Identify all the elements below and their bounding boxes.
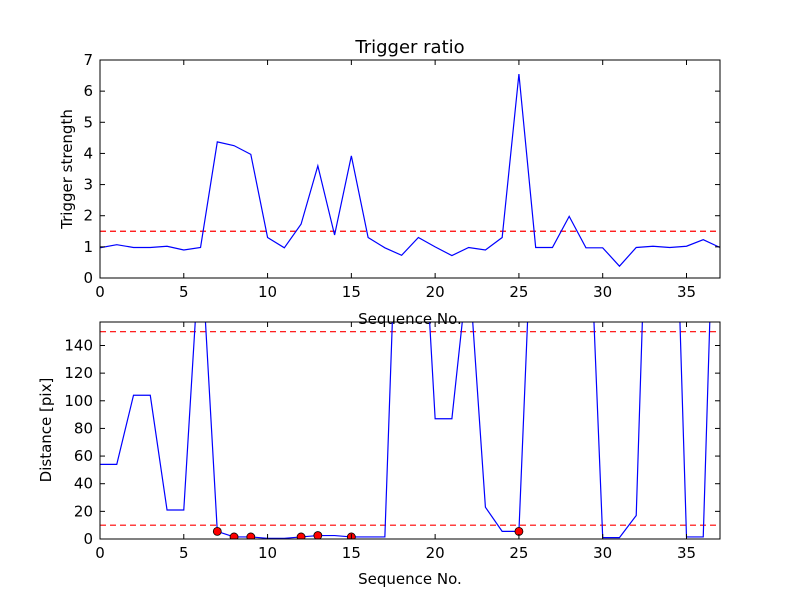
axes-frame (99, 59, 721, 279)
plot-area (100, 73, 720, 268)
x-tick-label: 0 (95, 283, 105, 301)
x-tick-label: 10 (258, 544, 277, 562)
y-tick-label: 120 (64, 364, 93, 382)
y-tick-label: 80 (74, 419, 93, 437)
y-axis-label: Distance [pix] (37, 378, 55, 483)
x-tick-label: 35 (677, 283, 696, 301)
data-point-marker (296, 532, 306, 539)
x-tick-label: 20 (426, 544, 445, 562)
y-tick-label: 100 (64, 392, 93, 410)
axes-frame (99, 321, 721, 540)
x-tick-label: 25 (509, 283, 528, 301)
x-axis-label: Sequence No. (358, 310, 462, 328)
x-tick-label: 10 (258, 283, 277, 301)
y-tick-label: 7 (83, 51, 93, 69)
y-tick-label: 1 (83, 238, 93, 256)
tick-group: 0 5 10 15 20 25 30 35 0 1 2 3 4 5 6 7 (83, 51, 720, 301)
x-tick-label: 5 (179, 544, 189, 562)
y-tick-label: 60 (74, 447, 93, 465)
data-point-marker (229, 532, 239, 539)
series-line (100, 73, 720, 268)
y-tick-label: 6 (83, 82, 93, 100)
data-point-marker (246, 532, 256, 539)
y-tick-label: 5 (83, 113, 93, 131)
y-tick-label: 2 (83, 207, 93, 225)
y-tick-label: 3 (83, 176, 93, 194)
x-axis-label: Sequence No. (358, 570, 462, 588)
x-tick-label: 30 (593, 283, 612, 301)
y-axis-label: Trigger strength (58, 109, 76, 230)
data-point-marker (313, 531, 323, 539)
x-tick-label: 5 (179, 283, 189, 301)
y-tick-label: 0 (83, 269, 93, 287)
x-tick-label: 15 (342, 283, 361, 301)
x-tick-label: 35 (677, 544, 696, 562)
plot-area (100, 322, 720, 539)
y-tick-label: 140 (64, 336, 93, 354)
y-tick-label: 4 (83, 144, 93, 162)
y-tick-label: 40 (74, 475, 93, 493)
data-point-marker (212, 526, 222, 536)
tick-group: 0 5 10 15 20 25 30 35 0 20 40 60 80 100 120 140 (64, 322, 720, 562)
trigger-ratio-plot: Trigger ratio 0 5 10 15 20 25 30 35 0 1 2 3 4 5 6 7 Seq… (58, 37, 721, 328)
series-line (100, 322, 711, 539)
x-tick-label: 0 (95, 544, 105, 562)
x-tick-label: 30 (593, 544, 612, 562)
x-tick-label: 15 (342, 544, 361, 562)
y-tick-label: 0 (83, 530, 93, 548)
distance-plot: 0 5 10 15 20 25 30 35 0 20 40 60 80 100 120 140 Sequenc… (37, 321, 721, 588)
y-tick-label: 20 (74, 502, 93, 520)
x-tick-label: 20 (426, 283, 445, 301)
chart-title: Trigger ratio (354, 37, 464, 58)
x-tick-label: 25 (509, 544, 528, 562)
